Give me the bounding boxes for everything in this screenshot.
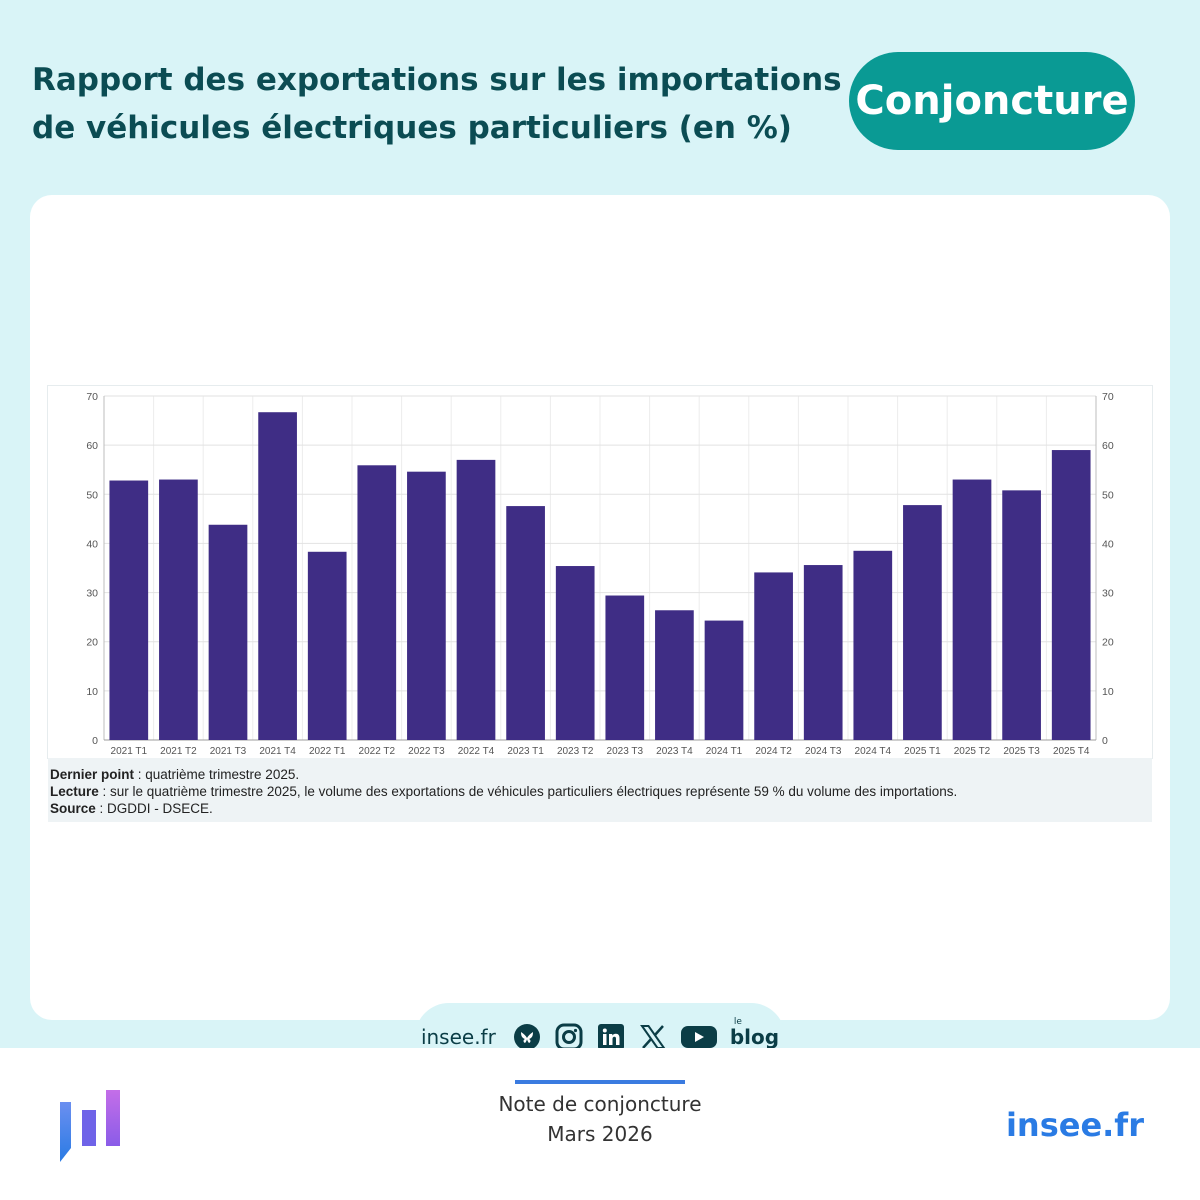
bar <box>506 506 545 740</box>
bar <box>1051 450 1091 740</box>
y-tick-label-right: 0 <box>1102 735 1108 747</box>
bar <box>903 505 942 740</box>
x-tick-label: 2023 T2 <box>557 746 594 757</box>
x-tick-label: 2024 T3 <box>805 746 842 757</box>
insee-logo-icon <box>58 1086 124 1168</box>
source-label: Source <box>50 801 96 816</box>
youtube-icon[interactable] <box>680 1022 718 1052</box>
linkedin-icon[interactable] <box>596 1022 626 1052</box>
x-tick-label: 2023 T4 <box>656 746 693 757</box>
x-tick-label: 2025 T4 <box>1053 746 1090 757</box>
bar <box>605 595 645 740</box>
conjoncture-badge: Conjoncture <box>849 52 1135 150</box>
x-tick-label: 2021 T1 <box>111 746 148 757</box>
title-line-2: de véhicules électriques particuliers (e… <box>32 110 792 146</box>
last-point-note: Dernier point : quatrième trimestre 2025… <box>50 766 1150 783</box>
bar <box>853 550 893 740</box>
y-tick-label-left: 30 <box>86 588 98 600</box>
bar <box>655 610 694 740</box>
bar <box>704 620 744 740</box>
x-tick-label: 2021 T4 <box>259 746 296 757</box>
reading-note: Lecture : sur le quatrième trimestre 202… <box>50 783 1150 800</box>
x-tick-label: 2021 T2 <box>160 746 197 757</box>
y-tick-label-left: 20 <box>86 637 98 649</box>
x-tick-label: 2024 T2 <box>755 746 792 757</box>
last-point-text: : quatrième trimestre 2025. <box>134 767 300 782</box>
bar <box>258 412 297 740</box>
y-tick-label-right: 40 <box>1102 538 1114 550</box>
footer-accent-line <box>515 1080 685 1084</box>
x-tick-label: 2021 T3 <box>210 746 247 757</box>
x-tick-label: 2025 T1 <box>904 746 941 757</box>
bar <box>803 565 843 740</box>
y-tick-label-right: 20 <box>1102 637 1114 649</box>
bar <box>555 566 595 740</box>
chart-notes: Dernier point : quatrième trimestre 2025… <box>48 758 1152 822</box>
source-note: Source : DGDDI - DSECE. <box>50 800 1150 817</box>
page-title: Rapport des exportations sur les importa… <box>32 56 842 152</box>
x-tick-label: 2022 T2 <box>359 746 396 757</box>
x-tick-label: 2022 T4 <box>458 746 495 757</box>
bar <box>357 465 397 740</box>
x-tick-label: 2024 T1 <box>706 746 743 757</box>
reading-text: : sur le quatrième trimestre 2025, le vo… <box>98 784 958 799</box>
x-tick-label: 2025 T3 <box>1003 746 1040 757</box>
bar-chart: 0 0 10 10 20 20 30 30 40 40 50 50 60 60 70 70 2021 T1 202… <box>86 391 1114 757</box>
x-tick-label: 2024 T4 <box>855 746 892 757</box>
bar <box>109 480 149 740</box>
brand-link[interactable]: insee.fr <box>1005 1106 1144 1144</box>
blog-small-label: le <box>733 1017 742 1027</box>
blog-label: blog <box>729 1025 780 1049</box>
y-tick-label-left: 50 <box>86 489 98 501</box>
x-tick-label: 2022 T3 <box>408 746 445 757</box>
y-tick-label-left: 70 <box>86 391 98 403</box>
footer: Note de conjoncture Mars 2026 insee.fr <box>0 1048 1200 1200</box>
bar <box>307 551 347 740</box>
bar <box>456 459 496 740</box>
note-date: Mars 2026 <box>547 1122 653 1146</box>
chart-container: 0 0 10 10 20 20 30 30 40 40 50 50 60 60 70 70 2021 T1 202… <box>48 386 1152 758</box>
bar <box>754 572 793 740</box>
y-tick-label-right: 70 <box>1102 391 1114 403</box>
y-tick-label-right: 10 <box>1102 686 1114 698</box>
source-text: : DGDDI - DSECE. <box>95 801 213 816</box>
title-line-1: Rapport des exportations sur les importa… <box>32 62 842 98</box>
y-tick-label-right: 60 <box>1102 440 1114 452</box>
bar <box>1002 490 1041 740</box>
bar <box>952 479 992 740</box>
x-tick-label: 2023 T3 <box>607 746 644 757</box>
site-link[interactable]: insee.fr <box>420 1025 496 1049</box>
y-tick-label-left: 60 <box>86 440 98 452</box>
reading-label: Lecture <box>50 784 99 799</box>
bar <box>208 524 248 740</box>
y-tick-label-left: 40 <box>86 538 98 550</box>
bar <box>159 479 198 740</box>
x-tick-label: 2022 T1 <box>309 746 346 757</box>
y-tick-label-right: 50 <box>1102 489 1114 501</box>
x-tick-label: 2025 T2 <box>954 746 991 757</box>
note-title: Note de conjoncture <box>498 1092 702 1116</box>
bluesky-icon[interactable] <box>512 1022 542 1052</box>
bar <box>407 471 446 740</box>
y-tick-label-left: 10 <box>86 686 98 698</box>
last-point-label: Dernier point <box>50 767 135 782</box>
x-tick-label: 2023 T1 <box>507 746 544 757</box>
blog-icon[interactable]: le blog <box>729 1017 780 1049</box>
y-tick-label-left: 0 <box>92 735 98 747</box>
y-tick-label-right: 30 <box>1102 588 1114 600</box>
